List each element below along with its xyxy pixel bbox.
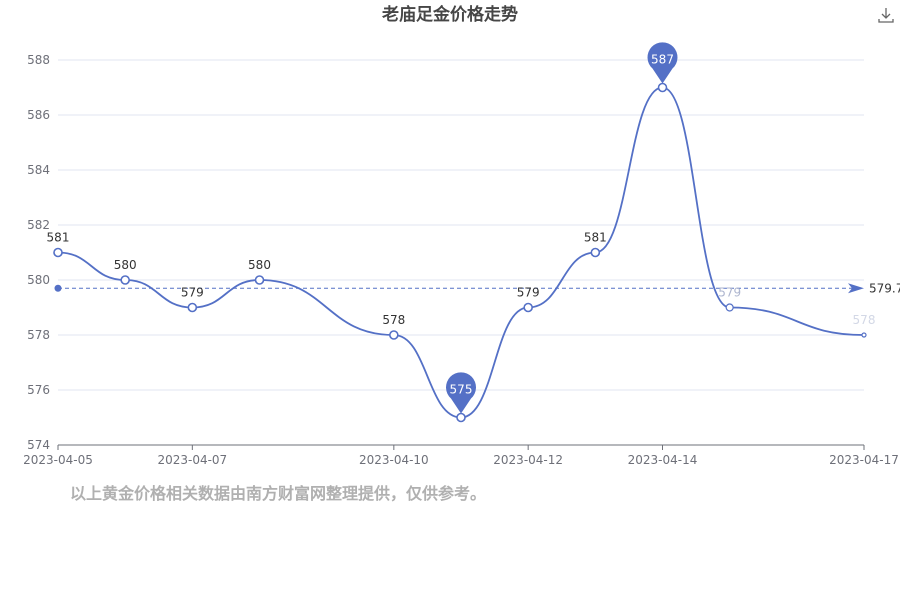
y-tick-label: 584 [27,163,50,177]
max-marker [647,42,678,84]
x-tick-label: 2023-04-17 [829,453,899,467]
y-tick-label: 586 [27,108,50,122]
y-tick-label: 580 [27,273,50,287]
data-point[interactable] [861,332,867,338]
data-label: 581 [584,231,607,245]
data-label: 579 [718,286,741,300]
average-line-arrow [848,283,864,294]
data-point[interactable] [590,247,601,258]
data-point[interactable] [657,82,668,93]
data-point[interactable] [254,275,265,285]
chart-title: 老庙足金价格走势 [381,4,518,25]
price-trend-chart: 老庙足金价格走势 574 576 578 580 582 584 586 588 2023-0… [23,4,900,467]
y-tick-label: 588 [27,53,50,67]
x-tick-label: 2023-04-10 [359,453,429,467]
data-point[interactable] [389,330,399,340]
data-label: 578 [382,313,405,327]
x-tick-label: 2023-04-14 [628,453,698,467]
data-point[interactable] [456,412,466,423]
data-label: 579 [181,286,204,300]
data-label: 581 [47,231,70,245]
average-line-label: 579.7 [869,281,900,295]
y-tick-label: 578 [27,328,50,342]
min-marker-label: 575 [450,383,473,397]
data-label: 580 [248,258,271,272]
x-tick-label: 2023-04-07 [157,453,227,467]
data-point[interactable] [725,303,734,312]
download-icon[interactable] [878,8,894,23]
data-point[interactable] [523,302,533,313]
data-point[interactable] [187,302,198,313]
max-marker-label: 587 [651,53,674,67]
data-label: 579 [517,286,540,300]
data-label: 580 [114,258,137,272]
x-tick-label: 2023-04-05 [23,453,93,467]
y-tick-label: 574 [27,438,50,452]
data-label: 578 [853,313,876,327]
min-marker [446,372,476,414]
y-tick-label: 582 [27,218,50,232]
source-note: 以上黄金价格相关数据由南方财富网整理提供，仅供参考。 [70,484,487,503]
data-point[interactable] [120,275,130,285]
series-line [57,86,865,419]
y-tick-label: 576 [27,383,50,397]
x-tick-label: 2023-04-12 [493,453,563,467]
data-point[interactable] [53,247,63,258]
